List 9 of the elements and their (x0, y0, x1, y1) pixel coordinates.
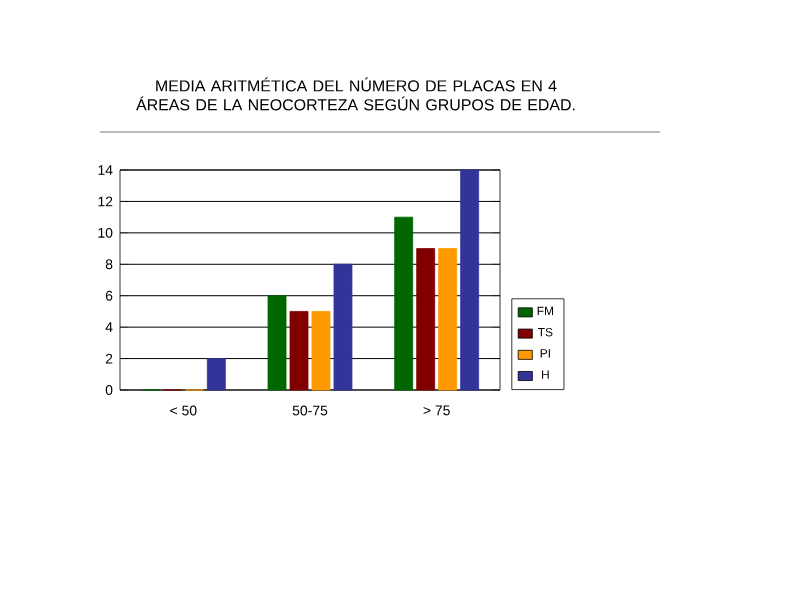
bar (416, 248, 436, 391)
bar (206, 358, 226, 391)
bar (311, 311, 331, 391)
bar (289, 311, 309, 391)
bar (267, 295, 287, 391)
bar (460, 169, 480, 391)
bar (394, 216, 414, 391)
bar (333, 263, 353, 391)
bar (438, 248, 458, 391)
